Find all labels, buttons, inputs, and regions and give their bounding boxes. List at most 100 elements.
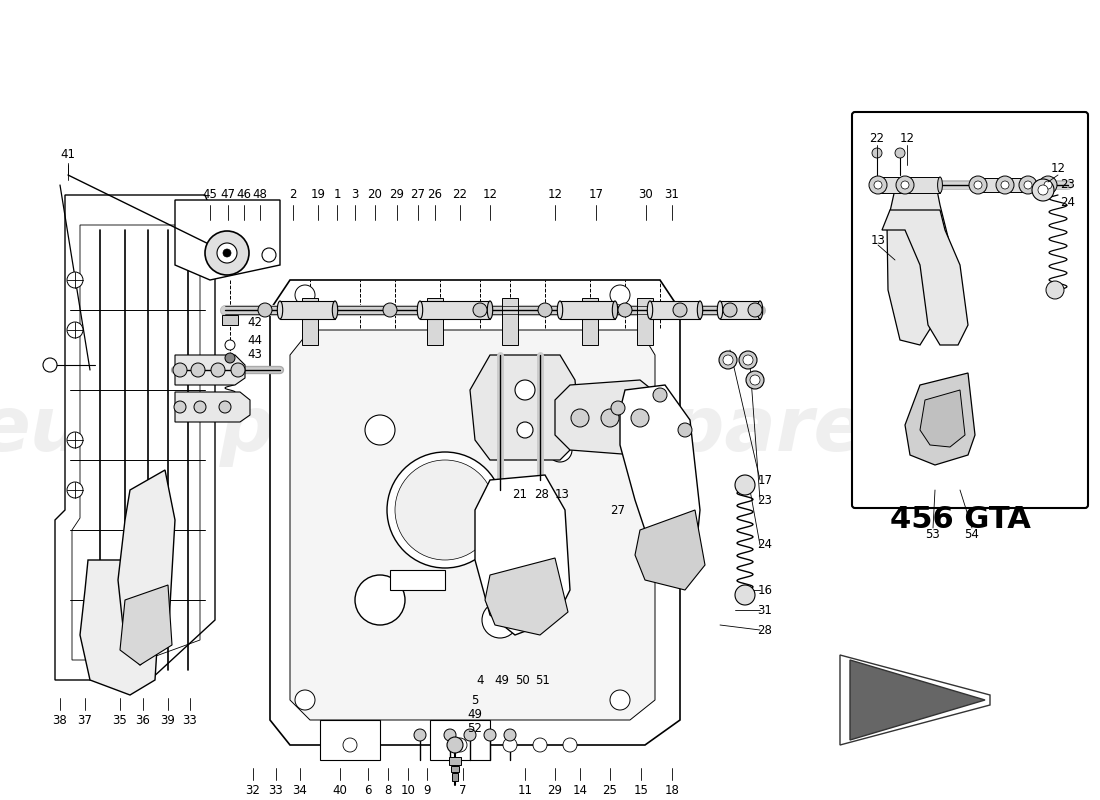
Text: 33: 33 [183,714,197,726]
Text: 33: 33 [268,783,284,797]
Polygon shape [470,355,580,460]
Polygon shape [270,280,680,745]
Circle shape [748,303,762,317]
Text: 9: 9 [424,783,431,797]
Circle shape [610,285,630,305]
Polygon shape [120,585,172,665]
Text: 1: 1 [333,189,341,202]
Polygon shape [485,558,568,635]
Circle shape [969,176,987,194]
Text: eurospares: eurospares [0,393,461,467]
Text: 29: 29 [548,783,562,797]
Circle shape [548,438,572,462]
Text: 41: 41 [60,149,76,162]
Circle shape [901,181,909,189]
Circle shape [1038,185,1048,195]
Circle shape [601,409,619,427]
Polygon shape [635,510,705,590]
Text: 456 GTA: 456 GTA [890,506,1031,534]
Circle shape [484,729,496,741]
Polygon shape [920,390,965,447]
Text: 11: 11 [517,783,532,797]
Circle shape [444,729,456,741]
Text: 45: 45 [202,189,218,202]
Circle shape [395,460,495,560]
Text: 27: 27 [410,189,426,202]
Text: 15: 15 [634,783,648,797]
Circle shape [571,409,588,427]
Circle shape [1032,179,1054,201]
Text: 43: 43 [248,349,263,362]
Circle shape [43,358,57,372]
Circle shape [974,181,982,189]
Bar [420,301,490,319]
Circle shape [735,585,755,605]
Text: 24: 24 [1060,195,1076,209]
Text: 13: 13 [554,489,570,502]
Text: 28: 28 [758,623,772,637]
Circle shape [610,401,625,415]
Circle shape [1019,176,1037,194]
Polygon shape [55,195,215,680]
Text: 7: 7 [460,783,466,797]
Text: 8: 8 [384,783,392,797]
Text: 48: 48 [253,189,267,202]
Polygon shape [175,200,280,280]
Ellipse shape [332,301,338,319]
Ellipse shape [1027,178,1032,192]
Bar [390,570,446,590]
Polygon shape [475,475,570,635]
Text: 5: 5 [471,694,478,706]
Text: 21: 21 [513,489,528,502]
Text: 2: 2 [289,189,297,202]
Circle shape [226,353,235,363]
Ellipse shape [558,301,563,319]
Circle shape [874,181,882,189]
Bar [720,301,760,319]
Text: 44: 44 [248,334,263,346]
Circle shape [653,388,667,402]
Text: 12: 12 [1050,162,1066,174]
Circle shape [1046,281,1064,299]
Circle shape [515,380,535,400]
Text: 53: 53 [925,529,940,542]
Bar [222,315,238,325]
Text: 39: 39 [161,714,175,726]
Circle shape [173,363,187,377]
Polygon shape [882,210,968,345]
Circle shape [872,148,882,158]
Text: 12: 12 [548,189,562,202]
Circle shape [205,231,249,275]
Text: 16: 16 [758,583,772,597]
Bar [975,178,1030,192]
Ellipse shape [613,301,618,319]
Ellipse shape [417,301,422,319]
Text: 32: 32 [245,783,261,797]
Polygon shape [620,385,700,575]
Circle shape [387,452,503,568]
Circle shape [67,322,82,338]
Circle shape [258,303,272,317]
Circle shape [1001,181,1009,189]
Circle shape [869,176,887,194]
Text: 22: 22 [869,131,884,145]
Text: 35: 35 [112,714,128,726]
Circle shape [482,602,518,638]
Circle shape [223,249,231,257]
Text: 37: 37 [78,714,92,726]
Text: 28: 28 [535,489,549,502]
Circle shape [219,401,231,413]
Circle shape [1024,181,1032,189]
Text: 51: 51 [536,674,550,686]
Ellipse shape [697,301,703,319]
Circle shape [343,738,358,752]
Text: 10: 10 [400,783,416,797]
Text: 30: 30 [639,189,653,202]
Ellipse shape [878,177,882,193]
Text: 29: 29 [389,189,405,202]
Text: 19: 19 [310,189,326,202]
Circle shape [447,737,463,753]
Ellipse shape [647,301,652,319]
Circle shape [464,729,476,741]
Text: 12: 12 [483,189,497,202]
